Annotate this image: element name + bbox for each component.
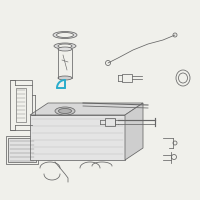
Bar	[122, 74, 132, 82]
Polygon shape	[30, 103, 143, 115]
Ellipse shape	[55, 107, 75, 115]
Ellipse shape	[58, 44, 72, 48]
Ellipse shape	[58, 47, 72, 51]
Polygon shape	[125, 103, 143, 160]
Bar	[8, 138, 36, 162]
Ellipse shape	[58, 108, 72, 114]
Polygon shape	[30, 115, 125, 160]
Ellipse shape	[54, 43, 76, 49]
Ellipse shape	[53, 31, 77, 38]
Ellipse shape	[58, 76, 72, 80]
Bar	[105, 118, 115, 126]
Ellipse shape	[57, 32, 74, 38]
Bar	[16, 88, 26, 122]
Bar	[10, 80, 32, 130]
Bar	[6, 136, 38, 164]
